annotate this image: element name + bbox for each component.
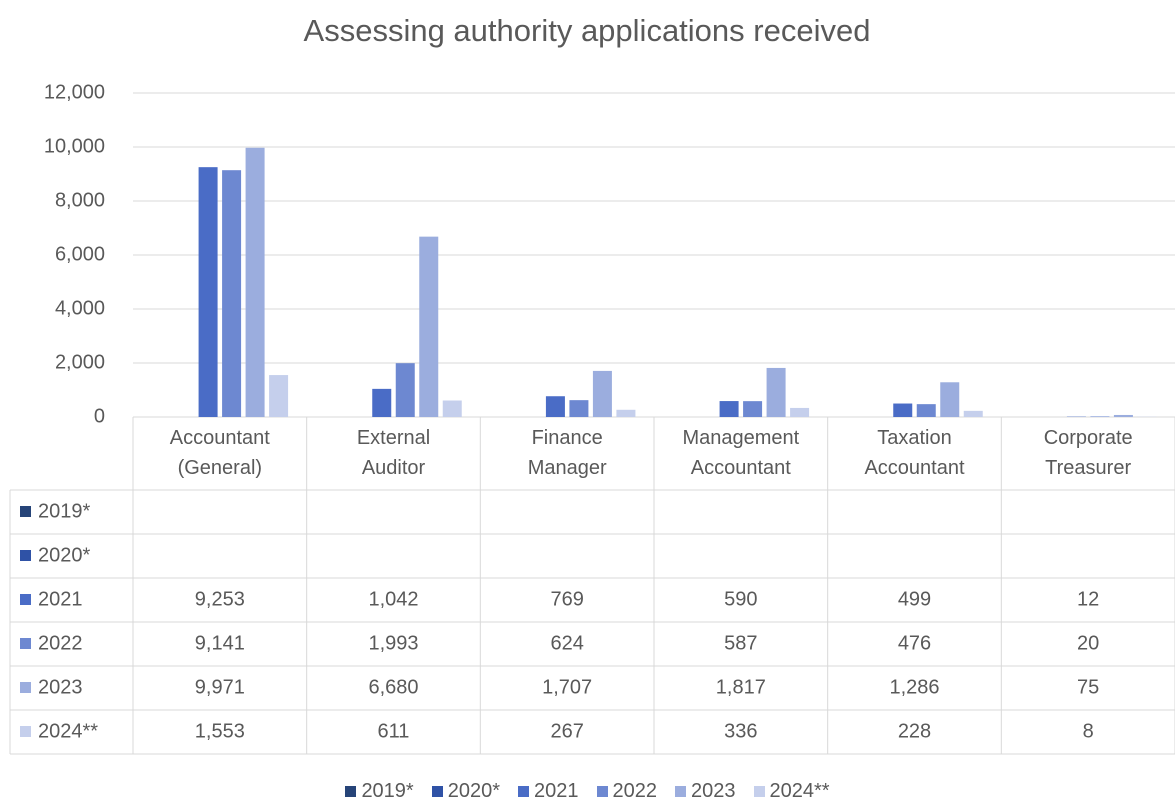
legend-item: 2023: [675, 780, 736, 803]
legend-swatch: [20, 682, 31, 693]
legend-swatch: [345, 786, 357, 797]
table-value: 336: [724, 720, 757, 742]
row-label: 2021: [38, 588, 83, 610]
bar: [198, 167, 218, 417]
table-value: 9,253: [195, 588, 245, 610]
legend-swatch: [20, 594, 31, 605]
table-value: 75: [1077, 676, 1099, 698]
table-value: 20: [1077, 632, 1099, 654]
bar: [269, 375, 289, 417]
bar: [963, 410, 983, 417]
table-value: 590: [724, 588, 757, 610]
bar: [940, 382, 960, 417]
row-label: 2022: [38, 632, 83, 654]
table-value: 1,553: [195, 720, 245, 742]
legend-item: 2022: [596, 780, 658, 803]
bar: [419, 236, 439, 417]
legend-item: 2020*: [431, 780, 500, 803]
table-value: 9,971: [195, 676, 245, 698]
row-label: 2023: [38, 676, 83, 698]
x-tick-label: Finance Manager: [527, 427, 607, 479]
legend-label: 2022: [612, 780, 658, 802]
bar: [1090, 416, 1110, 417]
bar: [743, 401, 763, 417]
bar: [245, 147, 265, 417]
row-label: 2020*: [38, 544, 90, 566]
x-tick-label: External Auditor: [356, 427, 431, 479]
legend-swatch: [518, 786, 529, 797]
table-value: 267: [550, 720, 583, 742]
bar: [766, 367, 786, 417]
table-value: 1,993: [368, 632, 418, 654]
y-tick-label: 8,000: [55, 189, 105, 211]
bar: [1113, 414, 1133, 417]
chart-title: Assessing authority applications receive…: [304, 13, 871, 48]
table-value: 1,817: [716, 676, 766, 698]
table-value: 476: [898, 632, 931, 654]
legend-swatch: [20, 550, 31, 561]
y-tick-label: 4,000: [55, 297, 105, 319]
legend-swatch: [20, 726, 31, 737]
legend-label: 2023: [691, 780, 736, 802]
x-tick-label: Taxation Accountant: [864, 427, 965, 479]
bar: [916, 404, 936, 417]
x-tick-label: Corporate Treasurer: [1043, 427, 1133, 479]
table-value: 1,707: [542, 676, 592, 698]
bar: [592, 370, 612, 417]
bar: [893, 403, 913, 417]
legend-label: 2019*: [361, 780, 414, 802]
table-value: 499: [898, 588, 931, 610]
y-tick-label: 12,000: [44, 81, 105, 103]
table-value: 624: [550, 632, 583, 654]
legend-label: 2024**: [769, 780, 830, 802]
table-value: 228: [898, 720, 931, 742]
table-value: 8: [1083, 720, 1094, 742]
legend-swatch: [431, 786, 443, 797]
bar: [442, 400, 462, 417]
table-value: 611: [378, 720, 410, 742]
x-tick-label: Management Accountant: [682, 427, 800, 479]
bar: [569, 400, 589, 417]
table-value: 6,680: [368, 676, 418, 698]
bar: [395, 363, 415, 417]
table-value: 769: [550, 588, 583, 610]
bar: [790, 407, 810, 417]
legend-item: 2024**: [753, 780, 830, 803]
y-tick-label: 10,000: [44, 135, 105, 157]
table-value: 587: [724, 632, 757, 654]
bar: [719, 401, 739, 417]
legend-swatch: [20, 638, 31, 649]
y-tick-label: 0: [94, 405, 105, 427]
bar: [372, 388, 392, 417]
bar: [545, 396, 565, 417]
legend-label: 2021: [534, 780, 579, 802]
table-value: 9,141: [195, 632, 245, 654]
legend: 2019* 2020* 2021 2022 2023 2024**: [0, 780, 1175, 803]
table-value: 12: [1077, 588, 1099, 610]
y-tick-label: 6,000: [55, 243, 105, 265]
table-value: 1,042: [368, 588, 418, 610]
row-label: 2024**: [38, 720, 98, 742]
bar: [222, 170, 242, 417]
y-tick-label: 2,000: [55, 351, 105, 373]
legend-swatch: [20, 506, 31, 517]
legend-label: 2020*: [447, 780, 500, 802]
bar: [616, 409, 636, 417]
legend-swatch: [675, 786, 686, 797]
legend-swatch: [753, 786, 765, 797]
row-label: 2019*: [38, 500, 90, 522]
table-value: 1,286: [889, 676, 939, 698]
x-tick-label: Accountant (General): [169, 427, 270, 479]
legend-swatch: [596, 786, 608, 797]
legend-item: 2019*: [345, 780, 414, 803]
legend-item: 2021: [518, 780, 579, 803]
